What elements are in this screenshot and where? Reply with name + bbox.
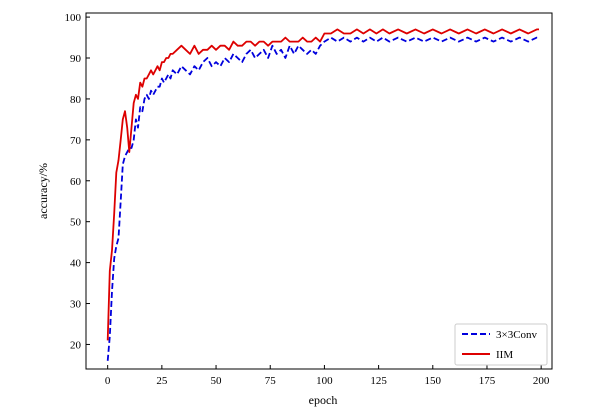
y-tick-label: 20	[70, 339, 82, 351]
series-line-3x3conv	[106, 36, 539, 361]
legend-label-3x3conv: 3×3Conv	[496, 329, 538, 341]
x-axis-ticks: 0 25 50 75 100 125 150 175 200	[105, 365, 550, 387]
y-tick-label: 70	[70, 135, 82, 147]
y-axis-ticks: 20 30 40 50 60 70 80 90 100	[65, 12, 90, 351]
series-line-iim	[106, 28, 539, 341]
x-tick-label: 25	[156, 375, 168, 387]
y-tick-label: 80	[70, 94, 82, 106]
y-tick-label: 90	[70, 53, 82, 65]
x-tick-label: 0	[105, 375, 111, 387]
x-tick-label: 150	[425, 375, 442, 387]
y-tick-label: 60	[70, 176, 82, 188]
y-tick-label: 30	[70, 299, 82, 311]
legend: 3×3Conv IIM	[454, 323, 548, 366]
y-tick-label: 50	[70, 217, 82, 229]
x-tick-label: 75	[265, 375, 277, 387]
x-tick-label: 175	[479, 375, 496, 387]
y-tick-label: 40	[70, 258, 82, 270]
x-axis-title: epoch	[309, 393, 338, 407]
y-axis-title: accuracy/%	[36, 163, 50, 219]
x-tick-label: 200	[533, 375, 550, 387]
x-tick-label: 100	[316, 375, 333, 387]
x-tick-label: 125	[370, 375, 387, 387]
series-layer	[106, 28, 539, 361]
y-tick-label: 100	[65, 12, 82, 24]
legend-label-iim: IIM	[496, 349, 513, 361]
x-tick-label: 50	[211, 375, 223, 387]
plot-frame	[85, 12, 553, 370]
